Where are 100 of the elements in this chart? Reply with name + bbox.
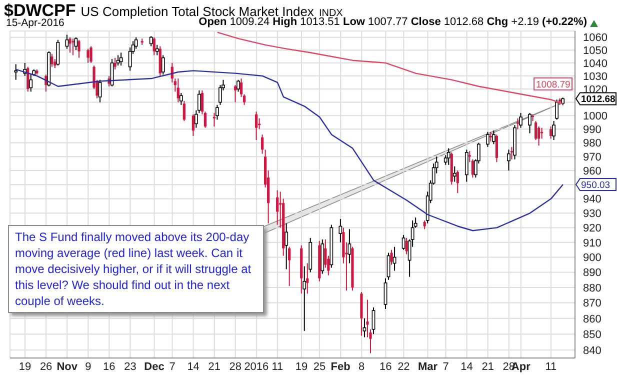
x-tick-label: 19: [295, 361, 308, 373]
candlestick: [495, 134, 498, 163]
y-tick-label: 1030: [583, 70, 608, 83]
candlestick: [50, 53, 54, 68]
candlestick: [179, 92, 183, 106]
y-tick-label: 870: [583, 298, 602, 310]
x-tick-label: 23: [124, 361, 136, 373]
y-tick-label: 970: [583, 151, 602, 164]
candlestick: [176, 78, 180, 103]
y-tick-label: 880: [583, 282, 602, 294]
x-tick-label: 25: [313, 361, 326, 373]
candlestick: [555, 99, 559, 120]
candlestick: [56, 39, 60, 66]
y-tick-label: 1050: [583, 44, 608, 57]
candlestick: [149, 36, 153, 47]
candlestick: [74, 36, 78, 51]
candlestick: [405, 237, 408, 255]
candlestick: [260, 134, 264, 154]
x-tick-label: 2016: [244, 361, 269, 373]
y-tick-label: 930: [583, 208, 602, 220]
y-tick-label: 860: [583, 313, 602, 326]
candlestick: [26, 66, 30, 92]
candlestick: [90, 46, 92, 64]
candlestick: [489, 131, 492, 142]
chart-title: $DWCPF: [4, 1, 76, 20]
y-tick-label: 940: [583, 194, 602, 206]
x-tick-label: 8: [358, 361, 365, 373]
candlestick: [114, 57, 116, 70]
candlestick: [338, 218, 342, 243]
y-tick-label: 910: [583, 237, 602, 250]
text: Open 1009.24 High 1013.51 Low 1007.77 Close 1012.68 Chg +2.19 (+0.22%): [198, 16, 587, 28]
candlestick: [258, 118, 261, 130]
x-tick-label: 11: [272, 361, 284, 373]
candlestick: [452, 166, 456, 182]
candlestick: [98, 79, 102, 103]
candlestick: [14, 64, 18, 80]
candlestick: [306, 262, 309, 294]
x-tick-label: 14: [460, 361, 473, 373]
candlestick: [116, 54, 120, 66]
candlestick: [276, 190, 279, 226]
candlestick: [384, 278, 388, 310]
x-tick-label: 16: [103, 361, 116, 373]
candlestick: [366, 299, 369, 338]
candlestick: [288, 246, 291, 286]
x-tick-label: 22: [398, 361, 410, 373]
candlestick: [236, 79, 240, 92]
candlestick: [552, 120, 556, 141]
x-tick-label: 28: [229, 361, 242, 373]
y-tick-label: 890: [583, 267, 602, 280]
y-tick-label: 1040: [583, 58, 608, 70]
candlestick: [192, 114, 194, 136]
y-tick-label: 920: [583, 222, 602, 235]
text: 1012.68: [581, 94, 616, 106]
x-tick-label: Feb: [330, 361, 351, 373]
candlestick: [302, 266, 306, 332]
x-tick-label: 7: [169, 361, 176, 373]
x-tick-label: Dec: [144, 361, 164, 373]
candlestick: [510, 146, 514, 160]
x-tick-label: 11: [545, 361, 557, 373]
x-tick-label: 16: [380, 361, 392, 373]
data-label: 950.03: [581, 180, 610, 192]
candlestick: [284, 222, 288, 270]
candlestick: [254, 111, 258, 141]
candlestick: [528, 112, 532, 134]
candlestick: [155, 44, 159, 56]
x-tick-label: 14: [187, 361, 200, 373]
candlestick: [537, 126, 540, 146]
candlestick: [197, 90, 201, 114]
candlestick: [456, 170, 459, 194]
x-tick-label: 21: [482, 361, 494, 373]
candlestick: [550, 126, 552, 140]
x-tick-label: Mar: [418, 361, 438, 373]
text: 15-Apr-2016: [6, 17, 64, 29]
candlestick: [152, 36, 156, 56]
x-tick-label: 21: [208, 361, 220, 373]
candlestick: [507, 149, 510, 172]
candlestick: [212, 112, 216, 127]
candlestick: [492, 130, 496, 145]
y-tick-label: 990: [583, 124, 602, 136]
candlestick: [446, 148, 450, 166]
x-tick-label: 26: [40, 361, 52, 373]
y-tick-label: 1060: [583, 32, 608, 44]
candlestick: [486, 131, 490, 148]
candlestick: [29, 72, 33, 92]
candlestick: [68, 36, 72, 54]
candlestick: [216, 104, 219, 120]
x-tick-label: 9: [85, 361, 92, 373]
candlestick: [72, 38, 74, 56]
candlestick: [519, 112, 522, 128]
y-tick-label: 1000: [583, 110, 608, 123]
data-label: 1008.79: [536, 79, 570, 90]
candlestick: [390, 249, 393, 266]
candlestick: [78, 39, 80, 58]
candlestick: [182, 100, 186, 122]
y-tick-label: 900: [583, 252, 602, 264]
x-tick-label: Nov: [56, 361, 78, 373]
candlestick: [464, 149, 468, 182]
candlestick: [161, 54, 165, 76]
annotation: The S Fund finally moved above its 200-day moving average (red line) last week. Can it move decisively higher, or if it will struggle at this level? We should find out in the next couple of weeks.: [8, 225, 264, 313]
candlestick: [234, 84, 237, 103]
